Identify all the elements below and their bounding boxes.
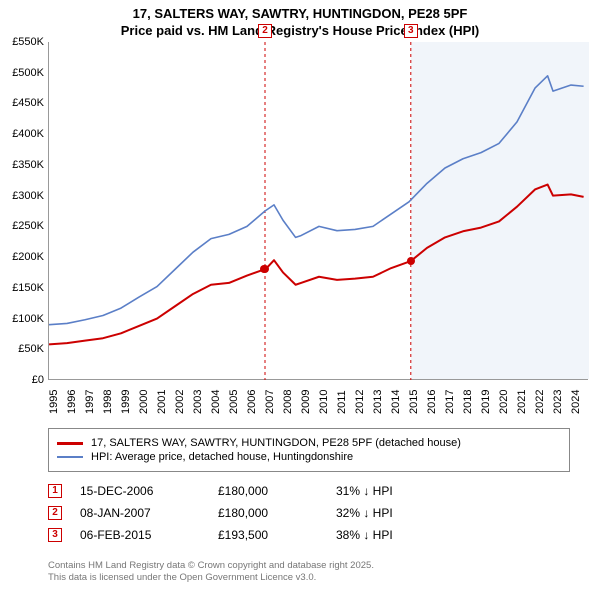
transaction-price: £180,000 — [218, 506, 318, 520]
transaction-marker: 3 — [48, 528, 62, 542]
transaction-date: 08-JAN-2007 — [80, 506, 200, 520]
chart-area: £0 £50K £100K £150K £200K £250K £300K £350K £400… — [0, 42, 600, 422]
x-tick-label: 2016 — [426, 390, 438, 414]
x-tick-label: 2019 — [480, 390, 492, 414]
transaction-dot — [407, 257, 415, 265]
y-tick-label: £50K — [18, 343, 44, 355]
legend-box: 17, SALTERS WAY, SAWTRY, HUNTINGDON, PE2… — [48, 428, 570, 472]
x-tick-label: 1996 — [66, 390, 78, 414]
legend-swatch — [57, 442, 83, 445]
x-tick-label: 2000 — [138, 390, 150, 414]
transaction-row: 2 08-JAN-2007 £180,000 32% ↓ HPI — [48, 502, 570, 524]
chart-container: 17, SALTERS WAY, SAWTRY, HUNTINGDON, PE2… — [0, 0, 600, 590]
y-tick-label: £150K — [12, 282, 44, 294]
x-tick-label: 2003 — [192, 390, 204, 414]
transaction-date: 06-FEB-2015 — [80, 528, 200, 542]
x-tick-label: 2021 — [516, 390, 528, 414]
chart-title: 17, SALTERS WAY, SAWTRY, HUNTINGDON, PE2… — [0, 0, 600, 40]
x-axis: 1995 1996 1997 1998 1999 2000 2001 2002 2003 2004… — [48, 382, 588, 422]
x-tick-label: 2008 — [282, 390, 294, 414]
y-tick-label: £400K — [12, 128, 44, 140]
x-tick-label: 2006 — [246, 390, 258, 414]
y-tick-label: £250K — [12, 220, 44, 232]
line-svg — [49, 42, 589, 380]
x-tick-label: 2005 — [228, 390, 240, 414]
x-tick-label: 2010 — [318, 390, 330, 414]
x-tick-label: 2013 — [372, 390, 384, 414]
y-tick-label: £0 — [32, 374, 44, 386]
legend-swatch — [57, 456, 83, 458]
transaction-diff: 31% ↓ HPI — [336, 484, 436, 498]
x-tick-label: 2022 — [534, 390, 546, 414]
x-tick-label: 2024 — [570, 390, 582, 414]
y-tick-label: £100K — [12, 313, 44, 325]
title-line-1: 17, SALTERS WAY, SAWTRY, HUNTINGDON, PE2… — [0, 6, 600, 23]
x-tick-label: 2011 — [336, 390, 348, 414]
transaction-diff: 32% ↓ HPI — [336, 506, 436, 520]
transaction-marker: 2 — [48, 506, 62, 520]
transaction-price: £193,500 — [218, 528, 318, 542]
transaction-marker: 1 — [48, 484, 62, 498]
legend-label: HPI: Average price, detached house, Hunt… — [91, 451, 353, 463]
y-tick-label: £450K — [12, 97, 44, 109]
x-tick-label: 1999 — [120, 390, 132, 414]
transaction-row: 1 15-DEC-2006 £180,000 31% ↓ HPI — [48, 480, 570, 502]
title-line-2: Price paid vs. HM Land Registry's House … — [0, 23, 600, 40]
y-tick-label: £550K — [12, 36, 44, 48]
transaction-table: 1 15-DEC-2006 £180,000 31% ↓ HPI 2 08-JAN-200… — [48, 480, 570, 546]
transaction-dot — [261, 265, 269, 273]
transaction-price: £180,000 — [218, 484, 318, 498]
transaction-diff: 38% ↓ HPI — [336, 528, 436, 542]
x-tick-label: 2014 — [390, 390, 402, 414]
x-tick-label: 2012 — [354, 390, 366, 414]
x-tick-label: 2018 — [462, 390, 474, 414]
x-tick-label: 1998 — [102, 390, 114, 414]
legend-row: 17, SALTERS WAY, SAWTRY, HUNTINGDON, PE2… — [57, 437, 561, 449]
x-tick-label: 2020 — [498, 390, 510, 414]
legend-row: HPI: Average price, detached house, Hunt… — [57, 451, 561, 463]
chart-marker: 3 — [404, 24, 418, 38]
x-tick-label: 2001 — [156, 390, 168, 414]
footer-line-2: This data is licensed under the Open Gov… — [48, 572, 570, 584]
x-tick-label: 2015 — [408, 390, 420, 414]
y-tick-label: £200K — [12, 251, 44, 263]
x-tick-label: 2002 — [174, 390, 186, 414]
x-tick-label: 2017 — [444, 390, 456, 414]
y-tick-label: £350K — [12, 159, 44, 171]
legend-label: 17, SALTERS WAY, SAWTRY, HUNTINGDON, PE2… — [91, 437, 461, 449]
footer-attribution: Contains HM Land Registry data © Crown c… — [48, 560, 570, 584]
x-tick-label: 2023 — [552, 390, 564, 414]
transaction-date: 15-DEC-2006 — [80, 484, 200, 498]
footer-line-1: Contains HM Land Registry data © Crown c… — [48, 560, 570, 572]
x-tick-label: 2004 — [210, 390, 222, 414]
y-tick-label: £500K — [12, 67, 44, 79]
x-tick-label: 2009 — [300, 390, 312, 414]
transaction-row: 3 06-FEB-2015 £193,500 38% ↓ HPI — [48, 524, 570, 546]
x-tick-label: 1997 — [84, 390, 96, 414]
y-tick-label: £300K — [12, 190, 44, 202]
plot-area: 23 — [48, 42, 588, 380]
chart-marker: 2 — [258, 24, 272, 38]
x-tick-label: 2007 — [264, 390, 276, 414]
x-tick-label: 1995 — [48, 390, 60, 414]
y-axis: £0£50K£100K£150K£200K£250K£300K£350K£400… — [0, 42, 46, 380]
